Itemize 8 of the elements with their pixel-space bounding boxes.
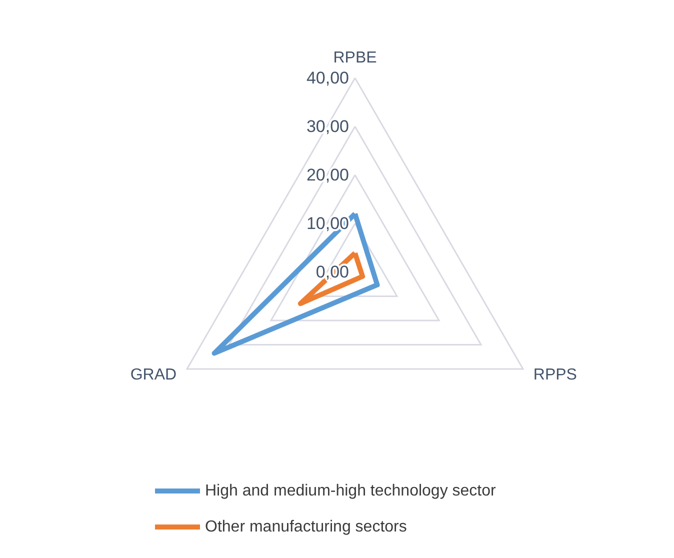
y-tick-label: 40,00 [306, 68, 349, 88]
legend-label: Other manufacturing sectors [205, 518, 407, 536]
legend-label: High and medium-high technology sector [205, 482, 496, 500]
spoke-label: GRAD [130, 366, 177, 384]
y-tick-label: 20,00 [306, 166, 349, 184]
spoke-label: RPPS [533, 366, 577, 384]
y-tick-label: 30,00 [306, 117, 349, 136]
spoke-label: RPBE [333, 50, 377, 66]
